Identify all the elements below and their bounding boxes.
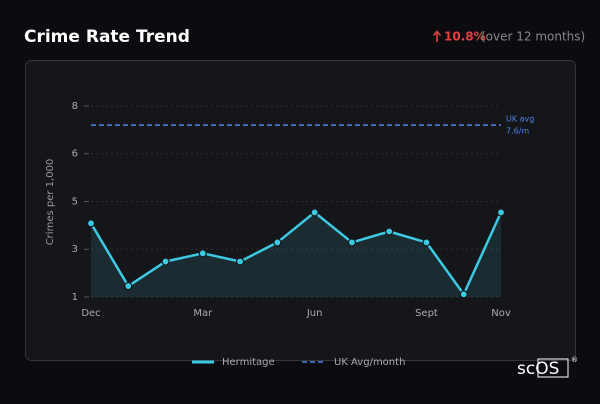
x-tick-label: Jun (306, 308, 323, 319)
line (89, 211, 503, 296)
point (86, 219, 96, 228)
point (310, 208, 319, 217)
chart-panel (25, 60, 576, 361)
x-tick-label: Nov (491, 308, 511, 319)
point (347, 238, 357, 247)
x-tick-label: Mar (193, 308, 213, 319)
y-tick-label: 8 (72, 101, 78, 112)
brand-mark: ® (571, 356, 578, 364)
legend-label: UK Avg/month (334, 357, 405, 368)
y-tick-label: 1 (72, 292, 78, 303)
point (459, 290, 468, 299)
title: Crime Rate Trend (24, 27, 190, 47)
up-arrow (432, 30, 442, 42)
y-tick-label: 6 (72, 149, 78, 160)
point (496, 208, 506, 217)
change: 10.8% (444, 30, 486, 44)
x-tick-label: Dec (81, 308, 100, 319)
point (198, 249, 207, 258)
area (91, 212, 501, 297)
reference-annotation: UK avg (506, 115, 534, 124)
y-tick-label: 5 (72, 196, 78, 207)
reference-annotation: 7.6/m (506, 127, 529, 136)
change-note: (over 12 months) (481, 30, 585, 44)
brand-box (537, 358, 569, 378)
y-tick-label: 3 (72, 244, 78, 255)
point (273, 238, 282, 247)
legend-label: Hermitage (222, 357, 275, 368)
point (124, 281, 133, 291)
y-axis-title: Crimes per 1,000 (45, 159, 56, 246)
point (161, 257, 170, 266)
point (385, 227, 394, 236)
x-tick-label: Sept (415, 308, 438, 319)
point (422, 238, 431, 247)
point (235, 257, 245, 266)
